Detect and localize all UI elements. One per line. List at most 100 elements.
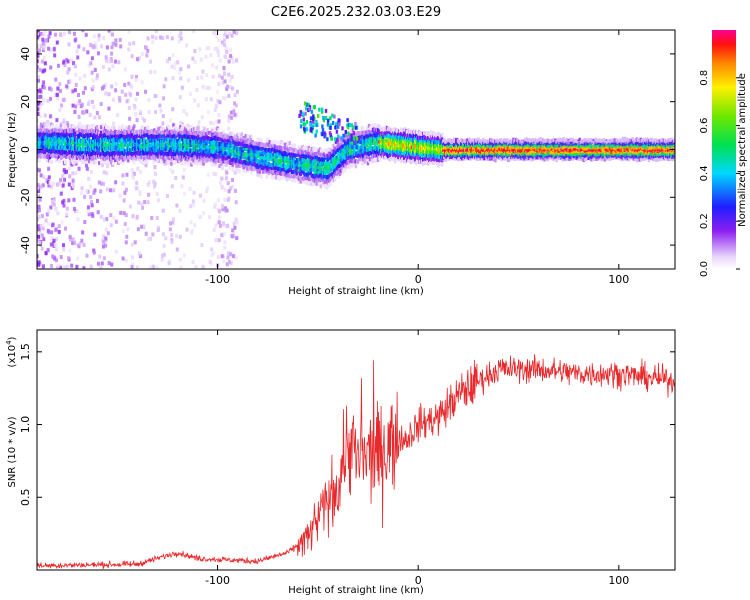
spectrogram-noise-cell bbox=[87, 63, 91, 68]
spectrogram-noise-cell bbox=[215, 119, 219, 124]
spectrogram-noise-cell bbox=[189, 220, 193, 225]
spectrogram-cell bbox=[85, 138, 89, 143]
spectrogram-noise-cell bbox=[140, 201, 144, 206]
spectrogram-noise-cell bbox=[168, 221, 172, 226]
spectrogram-noise-cell bbox=[50, 230, 54, 235]
spectrogram-cell bbox=[79, 131, 83, 136]
spectrogram-cell bbox=[372, 131, 376, 136]
spectrogram-noise-cell bbox=[175, 233, 179, 238]
spectrogram-cell bbox=[263, 166, 266, 171]
spectrogram-noise-cell bbox=[234, 217, 238, 222]
spectrogram-noise-cell bbox=[76, 217, 80, 222]
spectrogram-noise-cell bbox=[220, 176, 224, 181]
spectrogram-cell bbox=[196, 155, 199, 160]
spectrogram-cell bbox=[47, 122, 51, 127]
spectrogram-noise-cell bbox=[98, 115, 102, 120]
spectrogram-noise-cell bbox=[67, 182, 71, 187]
spectrogram-cell bbox=[491, 141, 494, 146]
spectrogram-noise-cell bbox=[89, 184, 93, 189]
spectrogram-cell bbox=[101, 135, 104, 140]
spectrogram-cell bbox=[347, 146, 351, 151]
spectrogram-noise-cell bbox=[102, 181, 106, 186]
spectrogram-cell bbox=[144, 126, 147, 131]
spectrogram-cell bbox=[301, 150, 305, 155]
spectrogram-cell bbox=[399, 139, 403, 144]
spectrogram-cell bbox=[95, 124, 99, 129]
spectrogram-noise-cell bbox=[87, 101, 91, 106]
spectrogram-noise-cell bbox=[201, 69, 205, 74]
spectrogram-noise-cell bbox=[104, 55, 108, 60]
spectrogram-noise-cell bbox=[37, 186, 39, 191]
spectrogram-noise-cell bbox=[232, 109, 236, 114]
spectrogram-noise-cell bbox=[224, 176, 228, 181]
spectrogram-noise-cell bbox=[75, 208, 79, 213]
spectrogram-noise-cell bbox=[109, 213, 113, 218]
spectrogram-cell bbox=[151, 151, 154, 156]
spectrogram-noise-cell bbox=[44, 251, 48, 256]
spectrogram-cell bbox=[139, 129, 142, 134]
spectrogram-cell bbox=[183, 153, 186, 158]
spectrogram-noise-cell bbox=[82, 266, 86, 269]
spectrogram-cell bbox=[180, 134, 183, 139]
spectrogram-cell bbox=[374, 158, 378, 163]
spectrogram-cell bbox=[147, 157, 150, 162]
spectrogram-noise-cell bbox=[229, 261, 233, 266]
spectrogram-cell bbox=[223, 148, 226, 153]
spectrogram-cell bbox=[365, 125, 369, 130]
spectrogram-cell bbox=[48, 154, 52, 159]
spectrogram-cell bbox=[392, 140, 396, 145]
spectrogram-noise-cell bbox=[182, 167, 186, 172]
spectrogram-cell bbox=[328, 161, 332, 166]
spectrogram-noise-cell bbox=[137, 251, 141, 256]
spectrogram-noise-cell bbox=[225, 262, 229, 267]
spectrogram-noise-cell bbox=[205, 46, 209, 51]
spectrogram-cell bbox=[118, 125, 121, 130]
spectrogram-noise-cell bbox=[81, 30, 85, 33]
spectrogram-cell bbox=[82, 137, 86, 142]
spectrogram-noise-cell bbox=[41, 214, 45, 219]
spectrogram-noise-cell bbox=[37, 188, 41, 193]
spectrogram-cell bbox=[127, 127, 130, 132]
spectrogram-noise-cell bbox=[84, 163, 88, 168]
spectrogram-cell bbox=[343, 155, 347, 160]
spectrogram-cell bbox=[59, 123, 63, 128]
spectrogram-noise-cell bbox=[235, 58, 239, 63]
spectrogram-noise-cell bbox=[73, 64, 77, 69]
spectrogram-noise-cell bbox=[234, 103, 238, 108]
spectrogram-noise-cell bbox=[130, 265, 134, 269]
spectrogram-noise-cell bbox=[153, 181, 157, 186]
spectrogram-cell bbox=[122, 160, 125, 165]
spectrogram-noise-cell bbox=[225, 170, 229, 175]
spectrogram-noise-cell bbox=[220, 185, 224, 190]
spectrogram-cell bbox=[59, 139, 63, 144]
spectrogram-cell bbox=[175, 126, 178, 131]
spectrogram-noise-cell bbox=[39, 94, 43, 99]
spectrogram-noise-cell bbox=[209, 120, 213, 125]
spectrogram-cell bbox=[225, 145, 228, 150]
spectrogram-noise-cell bbox=[211, 63, 215, 68]
spectrogram-noise-cell bbox=[94, 41, 98, 46]
spectrogram-noise-cell bbox=[86, 50, 90, 55]
spectrogram-noise-cell bbox=[149, 59, 153, 64]
spectrogram-noise-cell bbox=[112, 188, 116, 193]
spectrogram-noise-cell bbox=[217, 38, 221, 43]
spectrogram-noise-cell bbox=[187, 64, 191, 69]
spectrogram-noise-cell bbox=[232, 30, 236, 34]
spectrogram-noise-cell bbox=[47, 166, 51, 171]
spectrogram-cell bbox=[175, 156, 178, 161]
spectrogram-noise-cell bbox=[225, 34, 229, 39]
spectrogram-cell bbox=[250, 156, 253, 161]
spectrogram-cell bbox=[267, 166, 270, 171]
spectrogram-noise-cell bbox=[95, 110, 99, 115]
spectrogram-noise-cell bbox=[125, 172, 129, 177]
spectrogram-cell bbox=[398, 136, 402, 141]
spectrogram-noise-cell bbox=[71, 178, 75, 183]
spectrogram-noise-cell bbox=[109, 51, 113, 56]
spectrogram-cell bbox=[48, 159, 52, 164]
spectrogram-noise-cell bbox=[55, 237, 59, 242]
spectrogram-cell bbox=[167, 151, 170, 156]
spectrogram-noise-cell bbox=[45, 212, 49, 217]
spectrogram-noise-cell bbox=[235, 236, 239, 241]
spectrogram-cell bbox=[138, 131, 141, 136]
spectrogram-noise-cell bbox=[186, 123, 190, 128]
